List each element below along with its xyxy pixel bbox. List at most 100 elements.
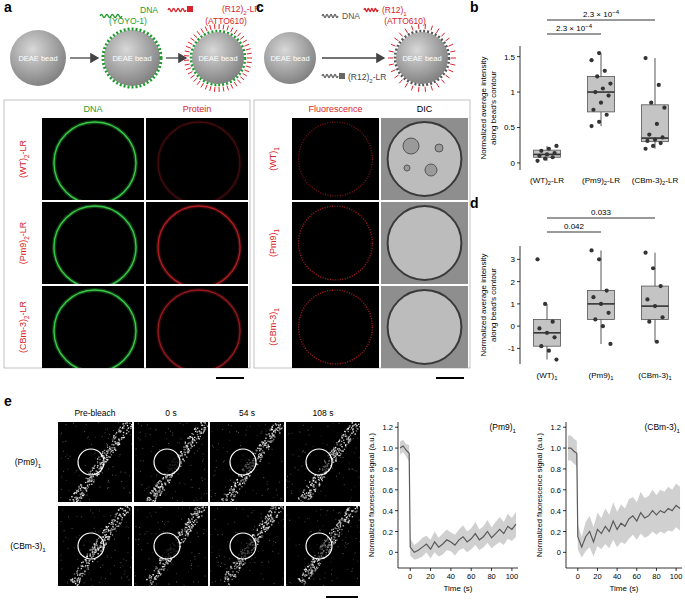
speckle <box>123 428 124 429</box>
speckle <box>203 431 204 432</box>
micrograph <box>42 118 144 204</box>
speckle <box>152 502 153 503</box>
speckle <box>157 486 158 487</box>
speckle <box>112 534 113 535</box>
speckle <box>113 529 114 530</box>
comparison-bracket <box>547 218 655 219</box>
molecule-icon <box>168 9 186 12</box>
speckle <box>84 487 85 488</box>
noise <box>312 496 313 497</box>
noise <box>120 472 121 473</box>
speckle <box>74 578 75 579</box>
data-point <box>599 101 603 105</box>
protein-spike <box>194 34 198 37</box>
speckle <box>298 498 299 499</box>
speckle <box>155 493 156 494</box>
dna-coat <box>191 31 245 85</box>
speckle <box>314 489 315 490</box>
speckle <box>119 444 120 445</box>
speckle <box>278 425 279 426</box>
protein-spike <box>234 30 237 34</box>
data-point <box>645 139 649 143</box>
micrograph <box>58 421 133 503</box>
speckle <box>344 449 345 450</box>
speckle <box>232 489 233 490</box>
speckle <box>342 450 343 451</box>
text-part: d <box>470 195 479 211</box>
speckle <box>102 460 103 461</box>
speckle <box>87 555 88 556</box>
speckle <box>258 454 259 455</box>
noise <box>281 498 282 499</box>
speckle <box>245 479 246 480</box>
noise <box>142 448 143 449</box>
data-point <box>591 295 595 299</box>
ring-glow <box>158 290 240 372</box>
speckle <box>85 561 86 562</box>
speckle <box>186 447 187 448</box>
protein-spike <box>247 58 252 59</box>
speckle <box>101 463 102 464</box>
speckle <box>90 553 91 554</box>
noise <box>172 435 173 436</box>
text-part: 0 <box>511 322 516 331</box>
speckle <box>105 461 106 462</box>
speckle <box>96 550 97 551</box>
speckle <box>318 477 319 478</box>
speckle <box>76 491 77 492</box>
speckle <box>117 444 118 445</box>
noise <box>302 497 303 498</box>
speckle <box>275 432 276 433</box>
noise <box>245 434 246 435</box>
speckle <box>88 562 89 563</box>
text-part: b <box>470 0 479 15</box>
noise <box>61 489 62 490</box>
speckle <box>113 523 114 524</box>
speckle <box>180 466 181 467</box>
protein-spike <box>201 29 204 33</box>
speckle <box>260 445 261 446</box>
speckle <box>119 439 120 440</box>
ring-glow <box>54 122 136 204</box>
speckle <box>336 454 337 455</box>
noise <box>105 462 106 463</box>
noise <box>332 468 333 469</box>
noise <box>241 479 242 480</box>
text-part: e <box>4 393 12 409</box>
speckle <box>96 539 97 540</box>
speckle <box>100 543 101 544</box>
data-point <box>606 311 610 315</box>
noise <box>60 434 61 435</box>
speckle <box>111 454 112 455</box>
speckle <box>105 536 106 537</box>
speckle <box>89 481 90 482</box>
speckle <box>107 539 108 540</box>
speckle <box>277 427 278 428</box>
noise <box>327 444 328 445</box>
bead-label: DEAE bead <box>198 54 237 63</box>
bleached-area <box>231 450 255 474</box>
data-point <box>643 147 647 151</box>
y-tick <box>517 162 520 163</box>
speckle <box>130 428 131 429</box>
data-point <box>545 152 549 156</box>
speckle <box>180 452 181 453</box>
noise <box>61 477 62 478</box>
speckle <box>127 506 128 507</box>
speckle <box>308 495 309 496</box>
noise <box>308 435 309 436</box>
speckle <box>95 549 96 550</box>
speckle <box>311 496 312 497</box>
noise <box>121 481 122 482</box>
protein-spike <box>240 36 244 39</box>
speckle <box>348 439 349 440</box>
speckle <box>80 578 81 579</box>
speckle <box>123 437 124 438</box>
data-point <box>599 302 603 306</box>
speckle <box>341 444 342 445</box>
speckle <box>76 501 77 502</box>
text-part: (ATTO610) <box>384 16 426 26</box>
speckle <box>123 435 124 436</box>
text-part: Pre-bleach <box>74 408 115 418</box>
text-part: Normalized average intensity <box>479 253 488 356</box>
